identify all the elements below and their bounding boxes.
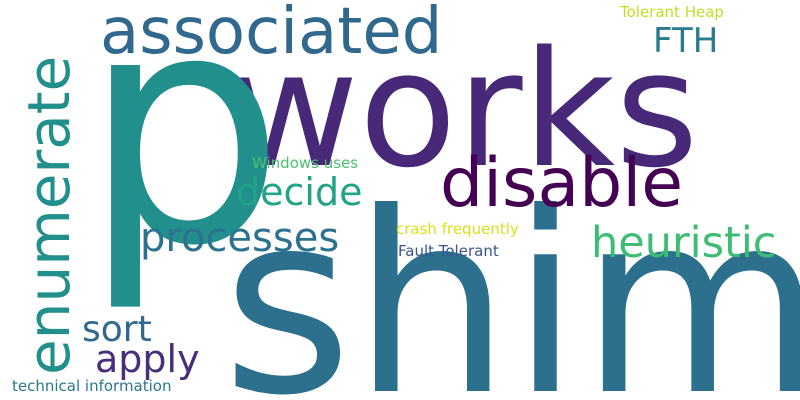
- word-windows-uses: Windows uses: [252, 154, 359, 172]
- word-p: p: [82, 0, 286, 316]
- word-shim: shim: [222, 159, 800, 400]
- word-enumerate: enumerate: [15, 55, 83, 375]
- word-crash-frequently: crash frequently: [396, 220, 519, 238]
- word-disable: disable: [440, 144, 684, 223]
- word-decide: decide: [236, 170, 363, 214]
- word-fth: FTH: [653, 21, 719, 61]
- word-sort: sort: [82, 309, 152, 350]
- word-tolerant-heap: Tolerant Heap: [620, 3, 724, 21]
- word-technical-information: technical information: [12, 377, 172, 395]
- word-fault-tolerant: Fault Tolerant: [398, 242, 499, 260]
- word-works: works: [228, 16, 699, 203]
- word-processes: processes: [140, 215, 340, 261]
- word-apply: apply: [95, 337, 200, 381]
- word-associated: associated: [100, 0, 443, 69]
- word-heuristic: heuristic: [591, 218, 777, 268]
